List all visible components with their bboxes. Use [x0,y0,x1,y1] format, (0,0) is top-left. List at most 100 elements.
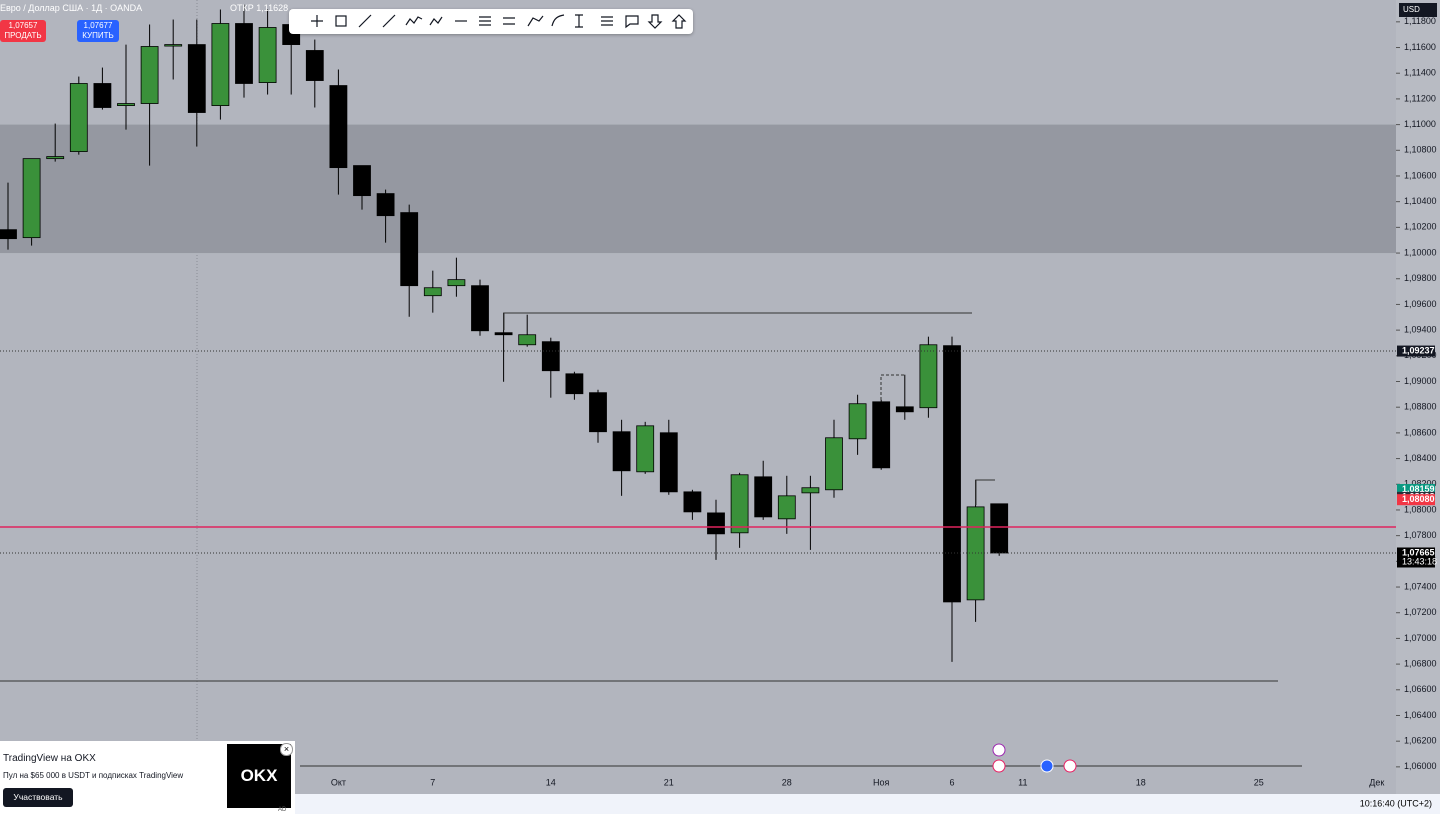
candle-body [730,474,749,534]
event-icon[interactable] [992,759,1006,773]
x-tick-label: 7 [430,777,435,787]
candle-body [683,491,702,513]
status-bar [0,794,1440,814]
tool-arrow-down[interactable] [647,14,663,29]
candle-body [22,158,41,239]
price-label-bg [1397,547,1435,568]
y-tick-label: 1,06400 [1404,710,1437,720]
price-axis-bg [1396,0,1440,794]
currency-button[interactable]: USD [1399,3,1437,17]
tool-ray[interactable] [382,14,396,28]
y-tick-label: 1,10600 [1404,170,1437,180]
tool-line[interactable] [358,14,372,28]
ad-banner: TradingView на OKX Пул на $65 000 в USDT… [0,741,295,814]
price-label-bg [1397,484,1435,496]
y-tick-label: 1,10200 [1404,222,1437,232]
tool-rect[interactable] [335,15,347,27]
sell-price: 1,07657 [8,21,38,30]
x-tick-label: 6 [949,777,954,787]
ad-logo: OKX [227,744,291,808]
candle-body [636,425,655,473]
candle-body [895,406,914,413]
tool-text[interactable] [575,14,583,28]
tool-arrow-up[interactable] [671,14,687,29]
y-tick-label: 1,11800 [1404,16,1436,26]
candle-body [471,285,489,332]
y-tick-label: 1,09000 [1404,376,1437,386]
price-label-bg [1397,494,1435,506]
zone [0,124,1396,254]
buy-button[interactable]: 1,07677 КУПИТЬ [77,20,119,42]
tool-cross[interactable] [311,15,323,27]
y-tick-label: 1,07000 [1404,633,1437,643]
candle-body [825,437,843,491]
x-tick-label: 14 [546,777,556,787]
candle-body [376,193,395,217]
ad-close[interactable]: × [280,743,293,756]
candle-body [46,156,65,160]
ad-button[interactable]: Участвовать [3,788,73,807]
ad-badge: AD [278,807,287,813]
drawn-line [880,374,905,400]
x-tick-label: 21 [664,777,674,787]
y-tick-label: 1,10400 [1404,196,1437,206]
y-tick-label: 1,11000 [1404,119,1436,129]
tool-abc[interactable] [429,16,443,26]
y-tick-label: 1,10800 [1404,145,1437,155]
y-tick-label: 1,07200 [1404,607,1437,617]
candle-body [565,373,584,395]
candle-body [187,44,206,113]
event-icon[interactable] [1040,759,1054,773]
x-tick-label: 18 [1136,777,1146,787]
x-tick-label: 25 [1254,777,1264,787]
tool-curve[interactable] [551,14,565,27]
y-tick-label: 1,06800 [1404,658,1437,668]
y-tick-label: 1,08400 [1404,453,1437,463]
tool-path[interactable] [405,16,423,26]
tool-lines[interactable] [601,16,613,26]
y-tick-label: 1,06200 [1404,736,1437,746]
candle-body [235,23,253,84]
drawn-line [975,479,995,505]
candle-body [400,212,419,287]
symbol-text: Евро / Доллар США · 1Д · OANDA [0,3,143,13]
toolbar-icons [311,14,687,29]
candle-body [990,503,1009,554]
candle-body [777,495,796,520]
sell-label: ПРОДАТЬ [4,31,42,40]
x-tick-label: Окт [331,777,346,787]
candle-body [707,512,725,535]
candle-body [494,332,513,336]
candle-body [872,401,891,469]
tool-fib[interactable] [479,16,491,26]
candle-body [140,46,159,104]
candle-body [211,23,230,106]
candle-body [329,85,348,169]
event-icon[interactable] [1063,759,1077,773]
buy-label: КУПИТЬ [82,31,114,40]
y-tick-label: 1,09600 [1404,299,1437,309]
countdown: 13:43:18 [1402,556,1437,566]
drawing-toolbar [289,9,693,34]
ad-title: TradingView на OKX [3,753,96,764]
y-tick-label: 1,08800 [1404,402,1437,412]
candle-body [659,432,678,493]
price-label: 1,09237 [1402,345,1435,355]
tool-range[interactable] [503,17,515,25]
candle-body [589,392,607,433]
ad-text: Пул на $65 000 в USDT и подписках Tradin… [3,771,184,780]
tool-note[interactable] [625,15,639,29]
price-label: 1,08159 [1402,484,1435,494]
plot: 1,11800 1,11600 1,11400 1,11200 1,11000 1,108… [0,4,1437,787]
sell-button[interactable]: 1,07657 ПРОДАТЬ [0,20,46,42]
clock: 10:16:40 (UTC+2) [1360,798,1432,808]
y-tick-label: 1,11200 [1404,93,1436,103]
candle-body [305,50,324,81]
ohlc: ОТКР 1,11628 [230,3,289,13]
event-icon[interactable] [992,743,1006,757]
candle-body [541,341,560,372]
y-tick-label: 1,08200 [1404,479,1437,489]
y-tick-label: 1,07800 [1404,530,1437,540]
tool-brush[interactable] [527,15,544,27]
